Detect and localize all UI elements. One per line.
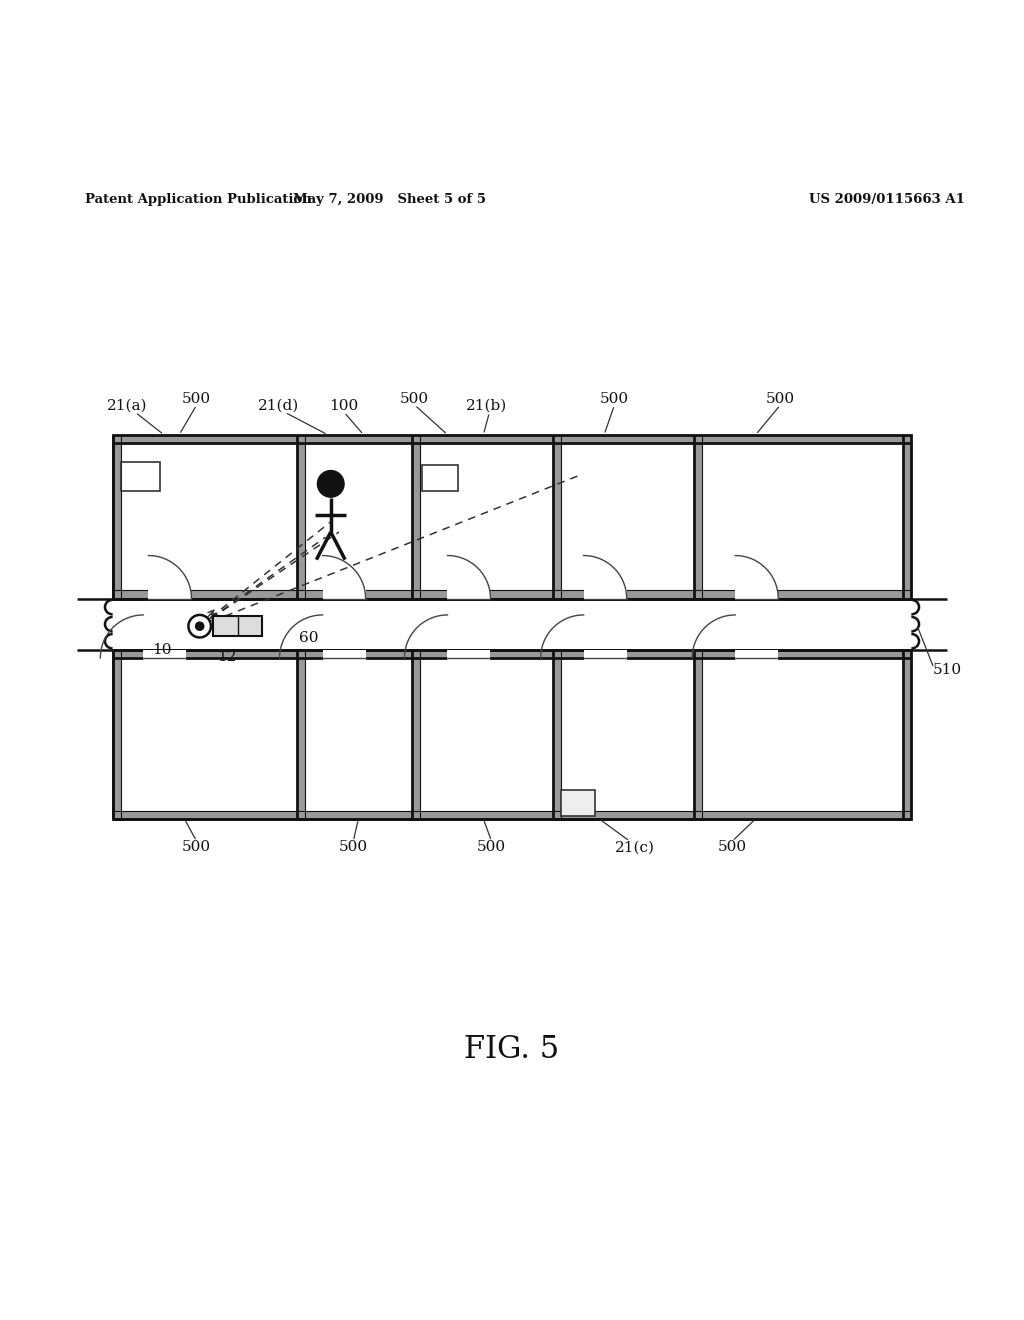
Bar [735,649,778,661]
Bar [422,466,458,491]
Bar [113,810,911,818]
Bar [903,434,911,598]
Bar [113,598,911,649]
Text: 21(d): 21(d) [258,399,299,413]
Text: 10: 10 [152,643,172,657]
Bar [113,434,911,598]
Text: 500: 500 [477,841,506,854]
Bar [447,649,490,661]
Bar [143,649,186,661]
Text: 510: 510 [933,663,962,677]
Text: 100: 100 [330,399,358,413]
Bar [561,791,595,816]
Bar [297,649,305,818]
Text: 500: 500 [400,392,429,405]
Text: 500: 500 [182,392,211,405]
Bar [113,590,911,598]
Circle shape [317,470,344,498]
Bar [113,434,911,444]
Text: 500: 500 [766,392,795,405]
Bar [148,587,191,598]
Bar [412,649,420,818]
Text: 500: 500 [339,841,368,854]
Bar [553,649,561,818]
Text: 21(a): 21(a) [106,399,147,413]
Bar [113,649,911,818]
Bar [584,649,627,661]
Circle shape [188,615,211,638]
Text: 500: 500 [600,392,629,405]
Bar [113,649,121,818]
Bar [584,587,627,598]
Bar [694,649,702,818]
Circle shape [196,622,204,631]
Bar [113,434,121,598]
Bar [323,587,366,598]
Text: 500: 500 [718,841,746,854]
Text: 60: 60 [299,631,319,645]
Bar [553,434,561,598]
Bar [297,434,305,598]
Bar [213,616,262,636]
Text: FIG. 5: FIG. 5 [464,1034,560,1065]
Text: 12: 12 [217,649,238,664]
Text: Patent Application Publication: Patent Application Publication [85,193,311,206]
Bar [213,616,262,636]
Bar [561,791,595,816]
Bar [323,649,366,661]
Text: 21(b): 21(b) [466,399,507,413]
Bar [113,649,911,818]
Bar [735,587,778,598]
Bar [113,649,911,657]
Bar [113,434,911,598]
Bar [447,587,490,598]
Text: US 2009/0115663 A1: US 2009/0115663 A1 [809,193,965,206]
Bar [903,649,911,818]
Text: 500: 500 [182,841,211,854]
Bar [121,462,160,491]
Text: May 7, 2009   Sheet 5 of 5: May 7, 2009 Sheet 5 of 5 [293,193,485,206]
Bar [694,434,702,598]
Bar [412,434,420,598]
Text: 21(c): 21(c) [614,841,655,854]
